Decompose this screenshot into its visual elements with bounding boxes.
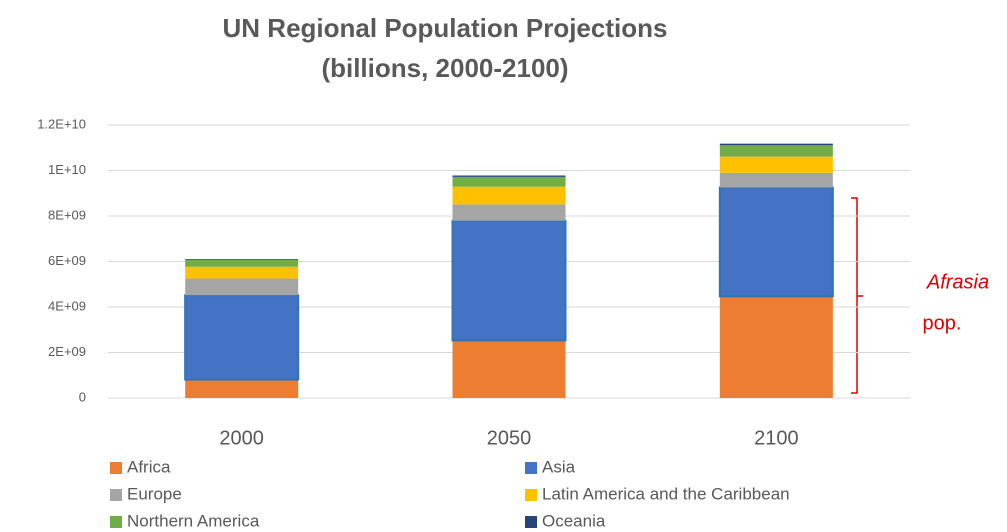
bar-segment [719,145,833,157]
bar-segment [452,186,566,205]
legend-swatch [525,462,537,474]
y-tick-label: 1E+10 [48,162,86,177]
y-tick-label: 1.2E+10 [37,116,86,131]
chart-subtitle: (billions, 2000-2100) [321,53,568,83]
legend-label: Northern America [127,511,260,530]
x-tick-label: 2050 [487,427,532,449]
bar-segment [184,294,300,381]
y-tick-label: 0 [79,389,86,404]
y-tick-label: 6E+09 [48,253,86,268]
legend-label: Oceania [542,511,606,530]
x-tick-label: 2100 [754,427,799,449]
bar-segment [451,219,567,342]
legend-swatch [525,516,537,528]
bar-segment [452,340,566,398]
annotation: pop. [923,312,962,334]
bar-segment [185,258,299,260]
legend-swatch [110,516,122,528]
legend-label: Africa [127,457,171,476]
legend-swatch [525,489,537,501]
bar-segment [719,172,833,188]
legend-swatch [110,489,122,501]
bar-segment [719,143,833,146]
y-tick-label: 4E+09 [48,298,86,313]
legend-label: Europe [127,484,182,503]
bar-segment [718,186,834,298]
bar-segment [452,176,566,187]
legend-label: Asia [542,457,576,476]
bar-segment [452,204,566,221]
bar-segment [185,379,299,398]
bar-segment [452,175,566,177]
x-tick-label: 2000 [219,427,264,449]
chart-title: UN Regional Population Projections [223,13,668,43]
bar-segment [719,296,833,398]
bracket [851,197,863,394]
bar-segment [185,266,299,279]
legend-label: Latin America and the Caribbean [542,484,790,503]
bar-segment [185,278,299,296]
y-tick-label: 8E+09 [48,207,86,222]
annotation: Afrasia [926,271,989,293]
legend-swatch [110,462,122,474]
y-tick-label: 2E+09 [48,344,86,359]
bar-segment [185,259,299,267]
bar-segment [719,156,833,173]
